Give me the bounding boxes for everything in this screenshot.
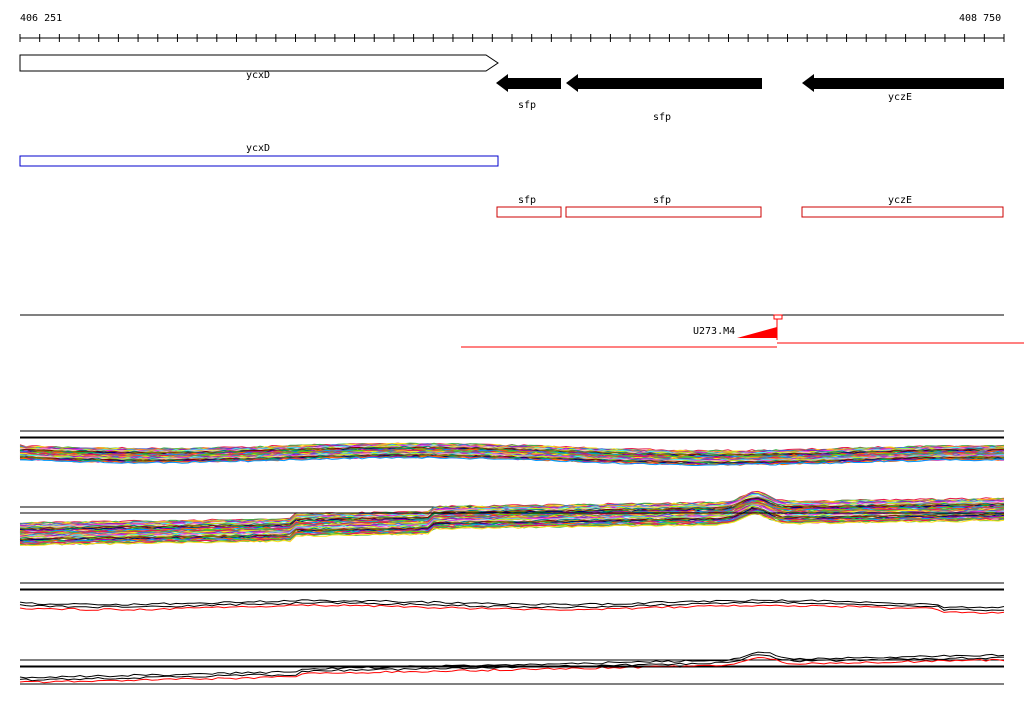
ruler-ticks — [19, 34, 1005, 42]
expression-panel-4 — [19, 651, 1005, 685]
transcript-track — [19, 155, 1004, 218]
expression-curve — [19, 651, 1005, 679]
expression-curve — [20, 510, 1005, 544]
expression-curve — [19, 601, 1004, 612]
feature-triangle[interactable] — [737, 327, 777, 338]
expression-curve — [19, 599, 1005, 609]
expression-panel-3 — [19, 582, 1005, 614]
transcript-box-ycxD[interactable] — [19, 155, 499, 167]
transcript-box-sfp-1[interactable] — [496, 206, 562, 218]
feature-track — [20, 314, 1024, 348]
gene-arrow-sfp-1[interactable] — [496, 74, 561, 92]
gene-arrow-sfp-2[interactable] — [566, 74, 762, 92]
feature-label: U273.M4 — [693, 326, 736, 337]
expression-curve — [19, 507, 1005, 541]
expression-panel-2 — [19, 490, 1005, 547]
gene-label-sfp-1: sfp — [518, 100, 537, 111]
expression-curve — [19, 456, 1005, 466]
gene-track — [19, 54, 1004, 92]
expression-curve — [19, 656, 1005, 684]
feature-marker[interactable] — [773, 314, 783, 320]
transcript-label-sfp-2: sfp — [653, 195, 672, 206]
transcript-label-yczE: yczE — [888, 195, 913, 206]
gene-label-sfp-2: sfp — [653, 112, 672, 123]
expression-curve — [19, 512, 1005, 547]
expression-curve — [19, 445, 1005, 456]
transcript-box-sfp-2[interactable] — [565, 206, 762, 218]
expression-curve — [19, 654, 1005, 682]
expression-curve — [19, 604, 1005, 614]
gene-arrow-ycxD[interactable] — [19, 54, 499, 72]
ruler-end-label: 408 750 — [959, 13, 1002, 24]
gene-arrow-yczE[interactable] — [802, 74, 1004, 92]
transcript-label-sfp-1: sfp — [518, 195, 537, 206]
gene-label-ycxD: ycxD — [246, 70, 271, 81]
transcript-label-ycxD: ycxD — [246, 143, 271, 154]
ruler-start-label: 406 251 — [20, 13, 63, 24]
gene-label-yczE: yczE — [888, 92, 913, 103]
expression-curve — [20, 505, 1005, 538]
transcript-box-yczE[interactable] — [801, 206, 1004, 218]
coordinate-ruler — [19, 34, 1005, 42]
expression-panel-1 — [19, 430, 1005, 466]
